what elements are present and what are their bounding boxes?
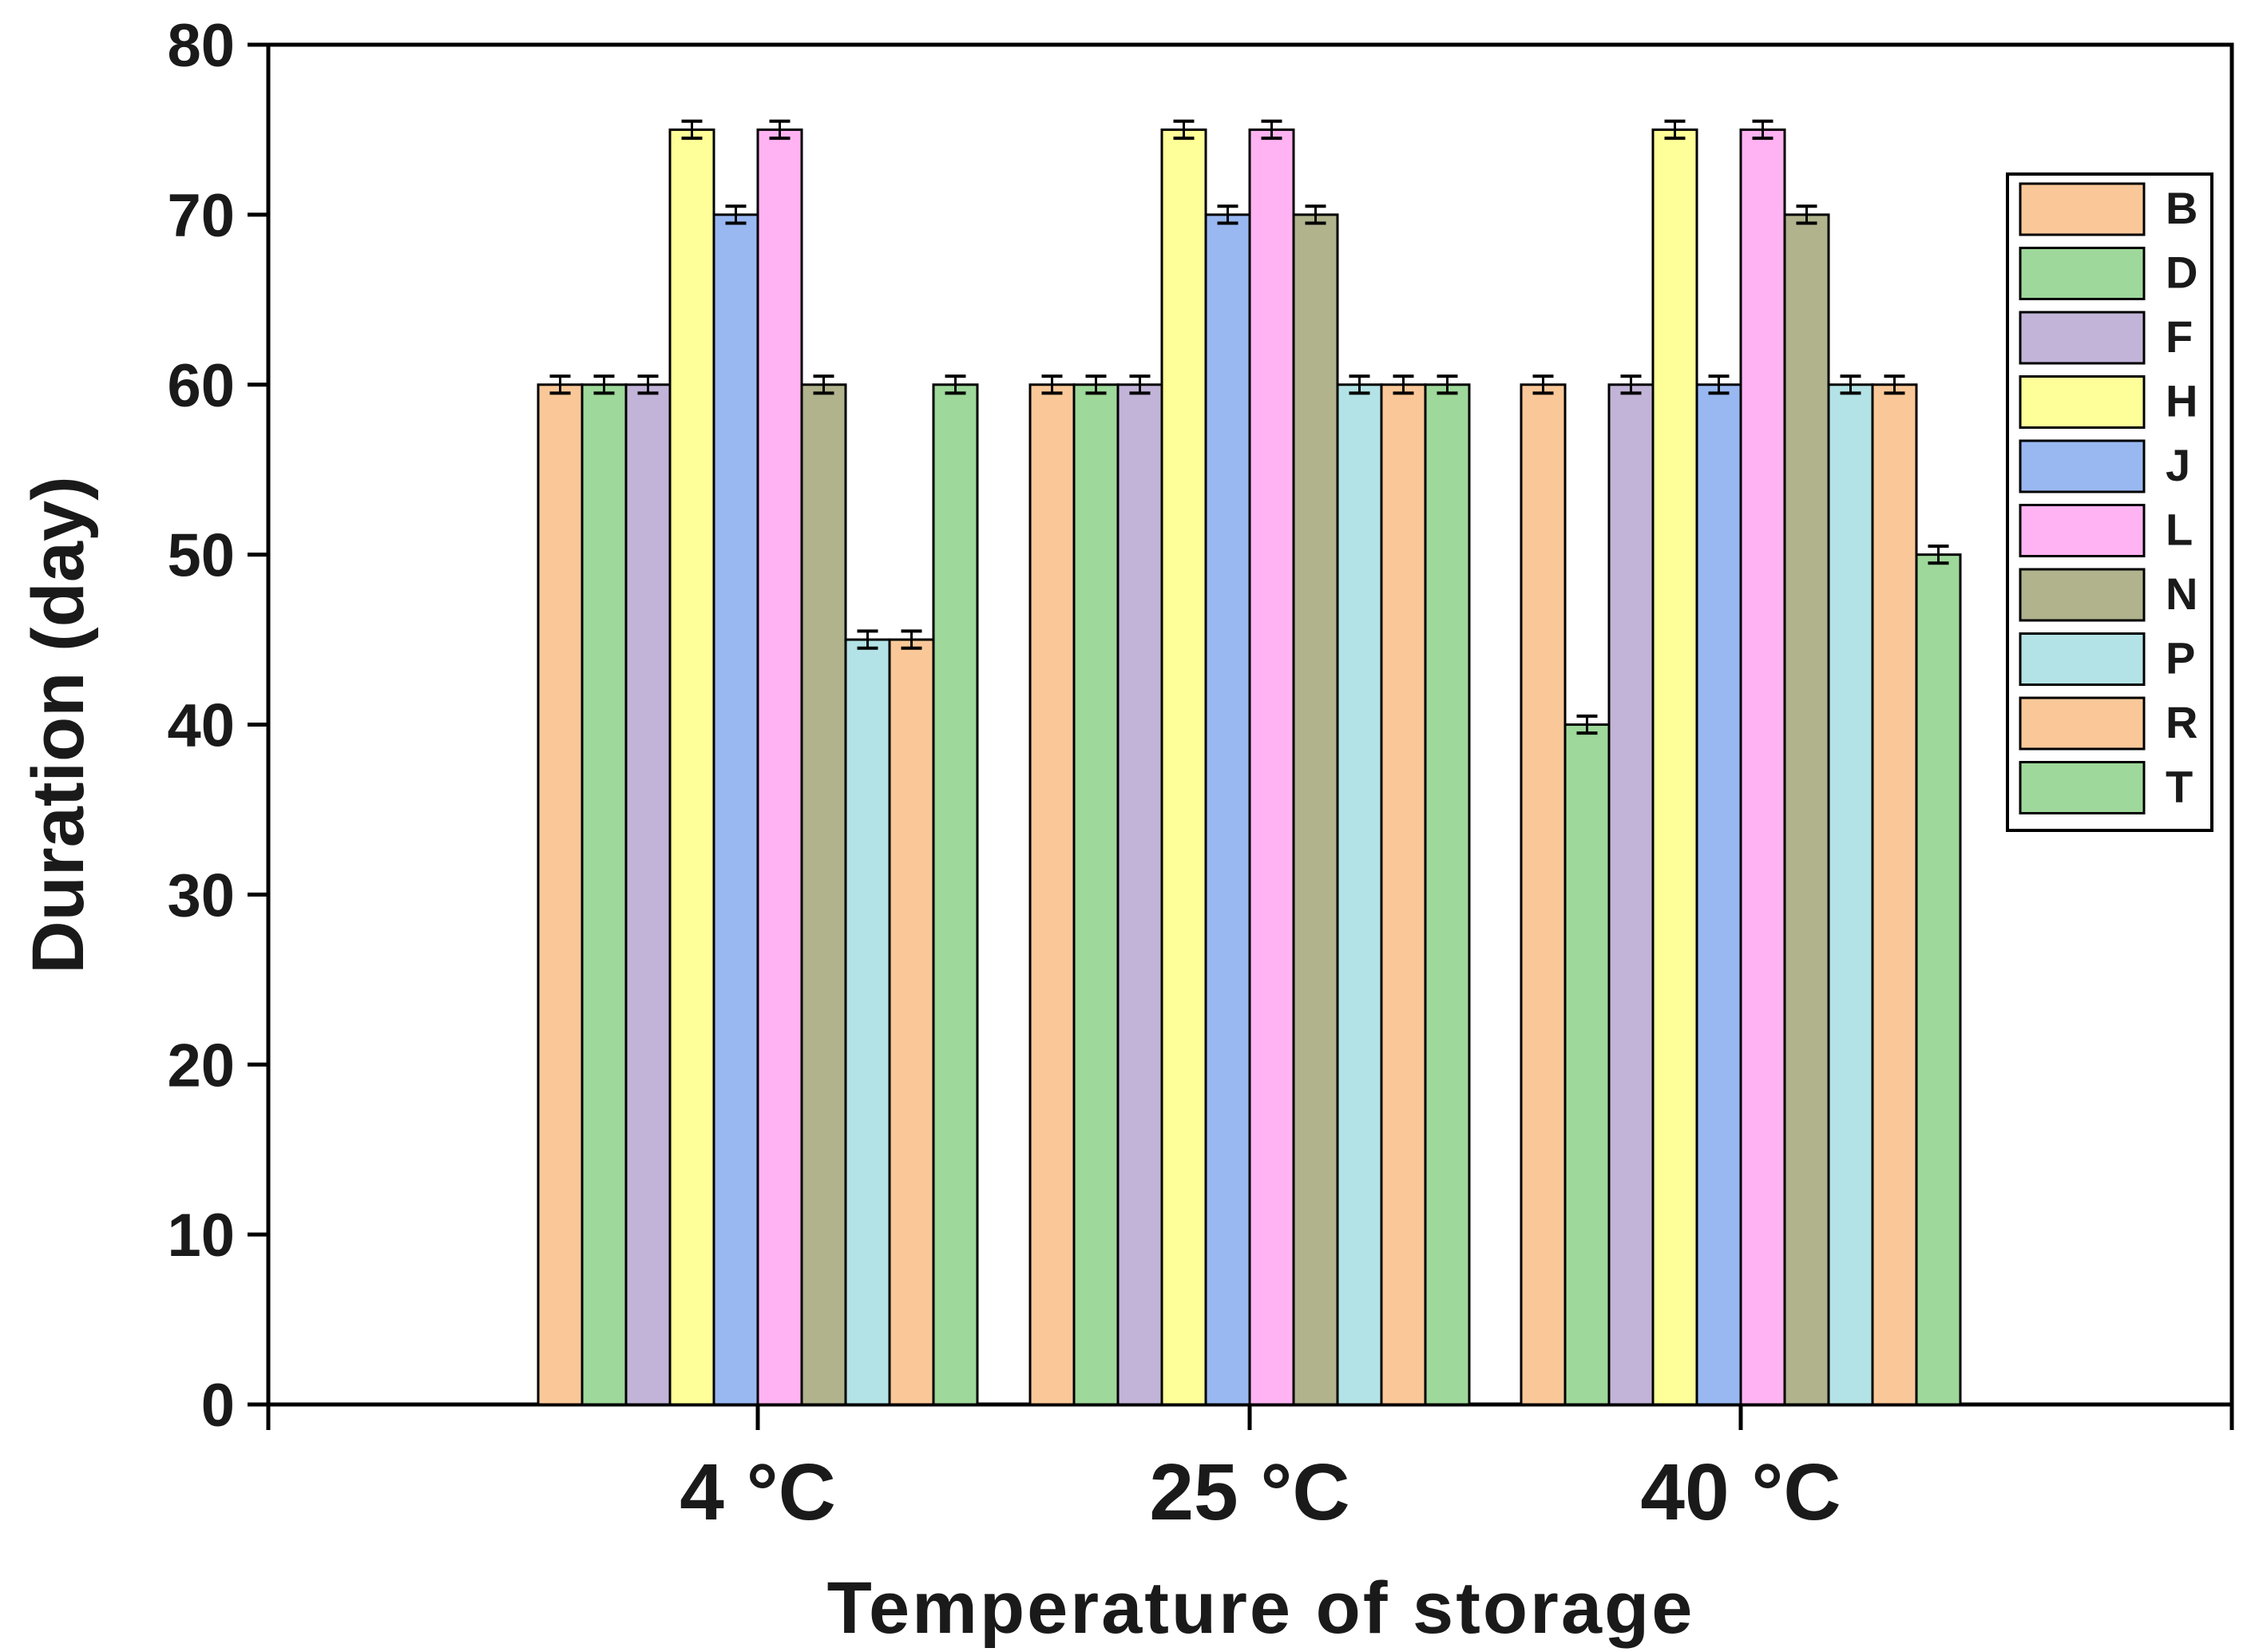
bar-J xyxy=(1695,383,1742,1406)
x-axis: 4 °C 25 °C 40 °C xyxy=(266,1404,2234,1537)
y-tick-label: 60 xyxy=(167,352,235,420)
bar-L xyxy=(1739,128,1786,1406)
y-tick-label: 50 xyxy=(167,522,235,590)
bar-B xyxy=(1520,383,1567,1406)
legend-swatch-J xyxy=(2019,439,2146,493)
legend-swatch-N xyxy=(2019,568,2146,622)
legend-label: H xyxy=(2166,376,2197,426)
x-axis-title: Temperature of storage xyxy=(827,1567,1695,1649)
y-axis: 0 10 20 30 40 50 60 70 80 xyxy=(167,12,268,1440)
bar-T xyxy=(932,383,979,1406)
x-tick-label: 4 °C xyxy=(680,1448,836,1537)
y-tick-label: 0 xyxy=(201,1372,235,1440)
y-axis-title: Duration (day) xyxy=(18,476,99,974)
legend-label: D xyxy=(2166,248,2197,298)
bar-H xyxy=(1160,128,1207,1406)
bar-P xyxy=(1827,383,1874,1406)
bar-H xyxy=(1651,128,1698,1406)
bar-B xyxy=(537,383,584,1406)
legend-swatch-T xyxy=(2019,761,2146,814)
error-bars xyxy=(549,119,1949,735)
y-tick-label: 20 xyxy=(167,1032,235,1099)
y-tick-label: 10 xyxy=(167,1202,235,1270)
legend-label: F xyxy=(2166,311,2193,362)
legend-swatch-H xyxy=(2019,375,2146,429)
bar-R xyxy=(1380,383,1427,1406)
legend-label: B xyxy=(2166,183,2197,233)
y-tick-label: 30 xyxy=(167,862,235,929)
bar-L xyxy=(1248,128,1295,1406)
bar-R xyxy=(1871,383,1918,1406)
bar-R xyxy=(888,638,935,1406)
y-tick-label: 80 xyxy=(167,12,235,80)
bar-F xyxy=(1607,383,1655,1406)
bar-P xyxy=(844,638,891,1406)
x-tick-label: 40 °C xyxy=(1640,1448,1841,1537)
bar-T xyxy=(1424,383,1471,1406)
legend-label: P xyxy=(2166,633,2195,683)
bar-D xyxy=(581,383,628,1406)
bar-P xyxy=(1336,383,1383,1406)
bars xyxy=(537,128,1962,1406)
bar-D xyxy=(1563,723,1611,1406)
x-tick-label: 25 °C xyxy=(1149,1448,1349,1537)
bar-N xyxy=(1783,213,1830,1406)
legend-label: R xyxy=(2166,697,2197,747)
bar-N xyxy=(1292,213,1339,1406)
bar-N xyxy=(800,383,847,1406)
bar-J xyxy=(1204,213,1251,1406)
y-tick-label: 70 xyxy=(167,182,235,250)
legend-label: N xyxy=(2166,568,2197,619)
y-tick-label: 40 xyxy=(167,692,235,760)
legend-swatch-B xyxy=(2019,182,2146,236)
legend-label: T xyxy=(2166,762,2193,812)
bar-D xyxy=(1072,383,1120,1406)
legend-label: L xyxy=(2166,505,2193,555)
legend-label: J xyxy=(2166,440,2190,490)
legend-swatch-R xyxy=(2019,696,2146,751)
bar-F xyxy=(1116,383,1163,1406)
bar-J xyxy=(712,213,759,1406)
bar-L xyxy=(756,128,803,1406)
bar-T xyxy=(1915,553,1962,1406)
legend-swatch-D xyxy=(2019,247,2146,300)
legend-swatch-L xyxy=(2019,504,2146,557)
bar-H xyxy=(668,128,715,1406)
bar-F xyxy=(624,383,672,1406)
legend-swatch-P xyxy=(2019,632,2146,686)
bar-B xyxy=(1028,383,1076,1406)
legend-swatch-F xyxy=(2019,311,2146,365)
